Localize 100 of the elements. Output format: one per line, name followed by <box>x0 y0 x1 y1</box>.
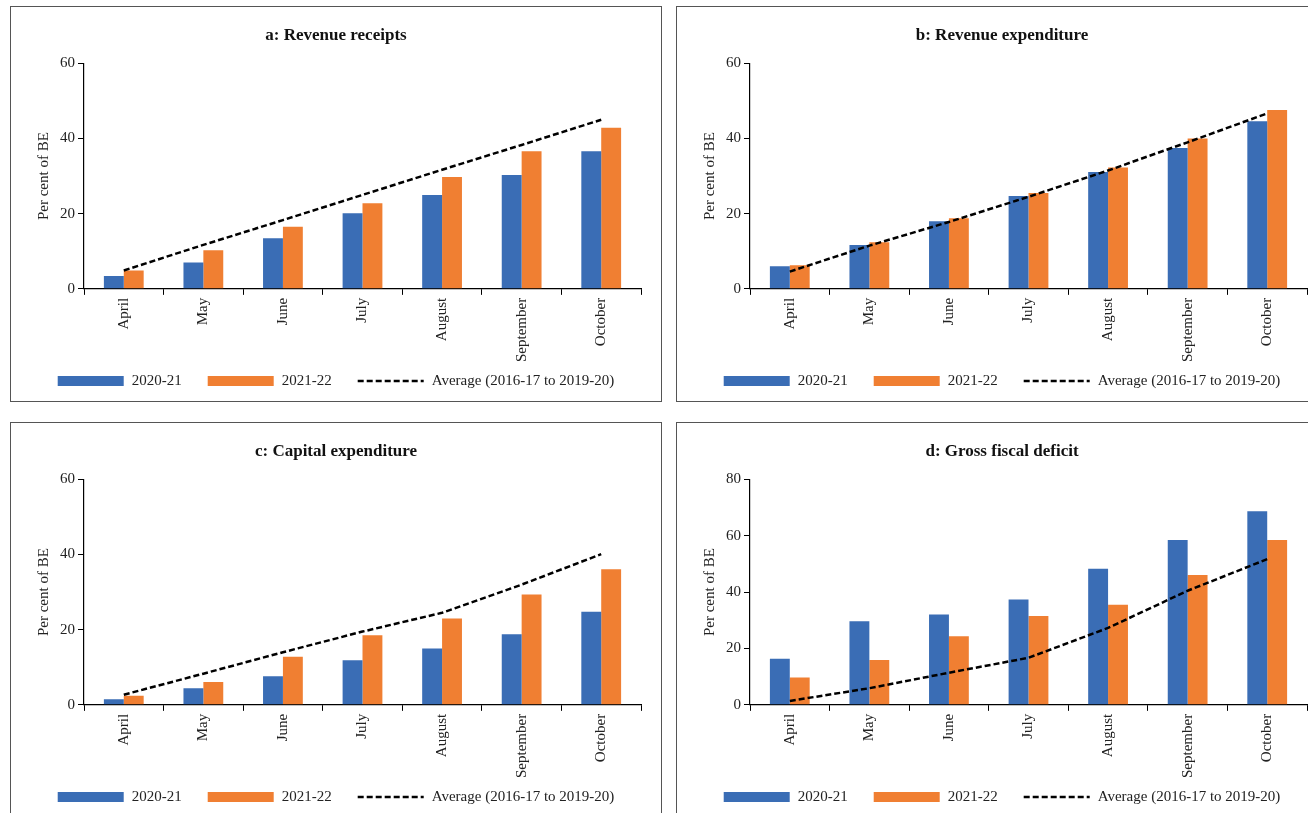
chart-title: b: Revenue expenditure <box>915 24 1089 44</box>
bar <box>581 611 602 705</box>
x-tick-label: April <box>780 297 797 330</box>
bar <box>1008 196 1029 289</box>
bar <box>422 648 443 705</box>
bar <box>501 634 522 705</box>
x-tick-label: September <box>512 713 529 779</box>
x-tick-label: April <box>114 297 131 330</box>
line-series <box>122 118 603 272</box>
x-tick-label: April <box>780 713 797 746</box>
bar <box>849 244 870 289</box>
x-tick-label: June <box>273 297 290 326</box>
bar <box>1028 616 1049 705</box>
bar <box>769 266 790 289</box>
bar <box>103 699 124 705</box>
x-tick-label: May <box>860 297 877 326</box>
bar <box>203 250 224 289</box>
bar <box>203 681 224 705</box>
bar <box>849 621 870 705</box>
bar <box>1267 539 1288 705</box>
y-tick-label: 40 <box>60 129 75 146</box>
bar <box>1108 604 1128 705</box>
y-tick-label: 20 <box>726 204 741 221</box>
bar <box>1028 193 1049 289</box>
bar <box>103 276 124 289</box>
legend-label: 2020-21 <box>797 371 848 388</box>
legend-label: Average (2016-17 to 2019-20) <box>431 787 615 805</box>
x-tick-label: October <box>592 713 609 763</box>
legend-label: 2021-22 <box>947 787 998 804</box>
bar <box>789 677 810 705</box>
x-tick-label: September <box>512 297 529 363</box>
bar <box>282 656 303 705</box>
legend-label: Average (2016-17 to 2019-20) <box>431 371 615 389</box>
bar <box>1088 171 1109 289</box>
x-tick-label: August <box>433 713 450 758</box>
y-tick-label: 0 <box>733 695 741 712</box>
bar <box>769 658 790 705</box>
y-tick-label: 60 <box>60 470 75 487</box>
bar <box>263 238 283 289</box>
legend-label: 2020-21 <box>131 787 182 804</box>
bar <box>1187 574 1208 705</box>
bar <box>929 614 949 705</box>
y-tick-label: 40 <box>60 545 75 562</box>
x-tick-label: October <box>592 297 609 347</box>
y-axis-title: Per cent of BE <box>34 548 51 637</box>
x-tick-label: June <box>939 713 956 742</box>
bar <box>601 569 622 705</box>
x-tick-label: October <box>1258 713 1275 763</box>
bar <box>263 676 283 705</box>
x-tick-label: October <box>1258 297 1275 347</box>
bar <box>1108 167 1128 289</box>
y-tick-label: 60 <box>726 526 741 543</box>
bar <box>342 660 363 705</box>
bar <box>183 688 204 705</box>
legend-label: Average (2016-17 to 2019-20) <box>1097 371 1281 389</box>
bar <box>521 594 542 705</box>
bar <box>1008 599 1029 705</box>
bar <box>581 151 602 289</box>
bar <box>123 695 144 705</box>
x-tick-label: July <box>1019 297 1036 323</box>
legend-label: 2021-22 <box>281 371 332 388</box>
legend-label: 2020-21 <box>131 371 182 388</box>
legend-label: Average (2016-17 to 2019-20) <box>1097 787 1281 805</box>
bar <box>948 218 969 289</box>
x-tick-label: July <box>1019 713 1036 739</box>
y-tick-label: 80 <box>726 470 741 487</box>
y-tick-label: 20 <box>60 204 75 221</box>
line-series <box>122 552 603 696</box>
x-tick-label: June <box>273 713 290 742</box>
x-tick-label: August <box>1099 713 1116 758</box>
x-tick-label: May <box>860 713 877 742</box>
y-axis-title: Per cent of BE <box>700 548 717 637</box>
x-tick-label: June <box>939 297 956 326</box>
bar <box>869 660 890 705</box>
bar <box>342 213 363 289</box>
x-tick-label: July <box>353 713 370 739</box>
y-axis-title: Per cent of BE <box>34 132 51 221</box>
bar <box>1247 121 1268 289</box>
legend-label: 2020-21 <box>797 787 848 804</box>
bar <box>948 636 969 705</box>
bar <box>362 203 383 289</box>
bar <box>1247 511 1268 705</box>
y-tick-label: 20 <box>60 620 75 637</box>
x-tick-label: September <box>1178 713 1195 779</box>
bar <box>442 618 462 705</box>
y-axis-title: Per cent of BE <box>700 132 717 221</box>
y-tick-label: 20 <box>726 639 741 656</box>
bar <box>501 175 522 289</box>
bar <box>282 226 303 289</box>
y-tick-label: 40 <box>726 583 741 600</box>
bar <box>869 242 890 289</box>
bar <box>1267 109 1288 289</box>
y-tick-label: 0 <box>67 279 75 296</box>
bar <box>1088 568 1109 705</box>
y-tick-label: 60 <box>726 54 741 71</box>
x-tick-label: May <box>194 297 211 326</box>
line-series <box>788 557 1269 703</box>
y-tick-label: 0 <box>733 279 741 296</box>
y-tick-label: 40 <box>726 129 741 146</box>
bar <box>183 262 204 289</box>
